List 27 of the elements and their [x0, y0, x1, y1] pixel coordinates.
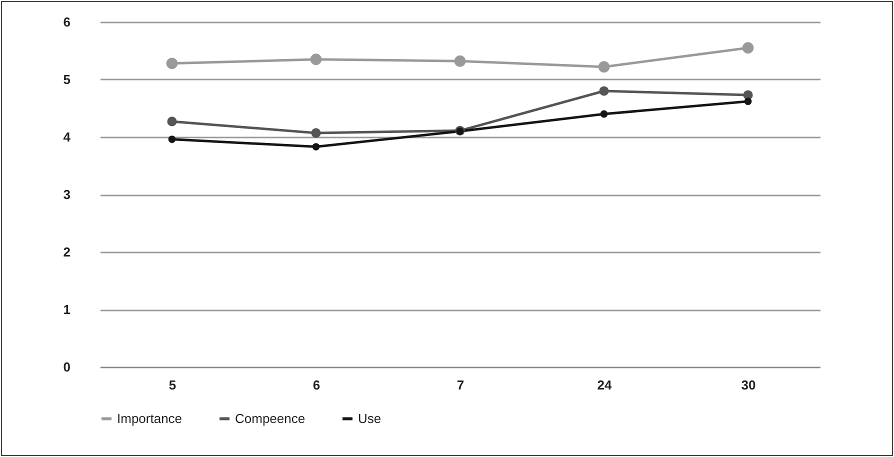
point	[167, 116, 177, 126]
y-tick-label: 2	[63, 244, 70, 260]
legend-label: Importance	[117, 410, 182, 426]
x-tick-label: 30	[741, 378, 756, 392]
point	[310, 54, 322, 66]
y-tick-label: 3	[63, 187, 70, 202]
y-tick-label: 6	[63, 14, 70, 30]
point	[312, 143, 320, 150]
y-tick-label: 4	[63, 130, 72, 144]
y-tick-label: 5	[63, 72, 70, 87]
point	[454, 55, 466, 67]
y-tick-label: 0	[63, 360, 70, 374]
x-tick-label: 24	[597, 378, 612, 392]
point	[744, 98, 752, 106]
y-tick-label: 1	[63, 302, 70, 317]
point	[168, 136, 176, 143]
legend-label: Use	[358, 410, 382, 426]
point	[598, 61, 610, 73]
x-tick-label: 5	[168, 378, 176, 392]
x-tick-label: 6	[312, 378, 320, 392]
point	[311, 128, 321, 138]
point	[599, 86, 609, 96]
x-tick-label: 7	[456, 378, 464, 392]
point	[600, 110, 608, 118]
point	[742, 42, 754, 54]
legend-label: Compeence	[235, 410, 306, 426]
point	[166, 58, 178, 70]
